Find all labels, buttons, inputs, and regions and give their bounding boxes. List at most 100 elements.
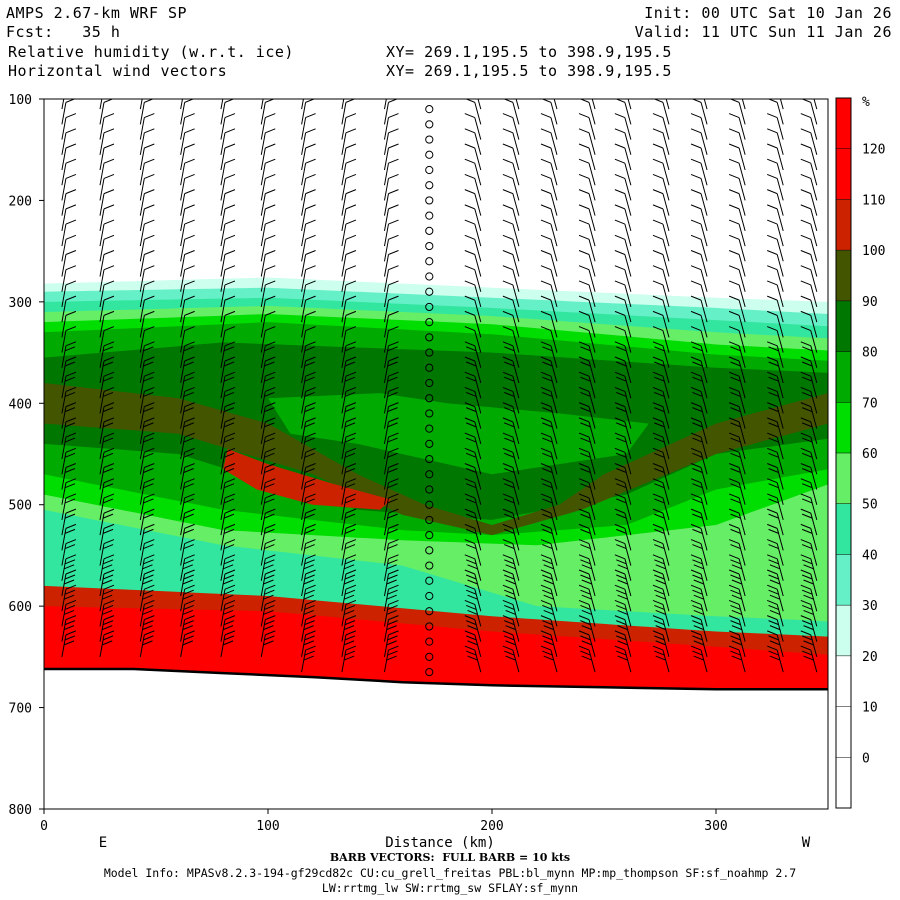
barb-shaft [512, 208, 520, 231]
barb-flag [690, 447, 702, 453]
barb-shaft [738, 269, 746, 292]
barb-flag [652, 250, 664, 255]
barb-shaft [700, 406, 708, 429]
barb-shaft [61, 102, 67, 125]
barb-shaft [260, 269, 266, 292]
barb-shaft [588, 452, 596, 475]
barb-flag [388, 630, 399, 636]
barb-flag [64, 376, 76, 382]
barb-shaft [588, 239, 596, 262]
barb-flag [102, 483, 114, 489]
barb-shaft [662, 513, 670, 536]
barb-flag [184, 143, 195, 149]
barb-flag [540, 356, 552, 362]
barb-flag [767, 584, 778, 590]
barb-flag [224, 402, 236, 408]
barb-flag [616, 391, 627, 397]
barb-flag [578, 554, 590, 560]
barb-shaft [220, 497, 226, 521]
barb-shaft [383, 497, 389, 521]
barb-flag [616, 346, 627, 352]
barb-flag [768, 376, 779, 382]
barb-shaft [474, 558, 482, 581]
barb-flag [654, 528, 665, 534]
barb-flag [345, 599, 357, 605]
barb-flag [265, 204, 276, 210]
barb-flag [502, 280, 514, 286]
barb-flag [614, 630, 626, 636]
barb-shaft [99, 315, 105, 338]
barb-flag [540, 189, 552, 195]
barb-flag [388, 173, 399, 179]
barb-flag [728, 341, 740, 347]
barb-shaft [260, 178, 266, 201]
barb-flag [223, 361, 235, 367]
barb-shaft [99, 406, 105, 429]
barb-flag [143, 574, 154, 580]
barb-shaft [700, 497, 708, 521]
barb-shaft [474, 391, 482, 414]
barb-flag [542, 589, 553, 595]
barb-shaft [220, 239, 226, 262]
barb-shaft [139, 543, 145, 566]
barb-flag [183, 483, 194, 489]
barb-flag [184, 569, 195, 575]
barb-flag [502, 554, 514, 560]
barb-flag [387, 437, 398, 443]
barb-shaft [624, 482, 632, 505]
barb-flag [387, 650, 398, 656]
barb-flag [800, 478, 811, 484]
barb-flag [692, 452, 703, 458]
barb-flag [540, 280, 552, 286]
barb-flag [305, 143, 316, 149]
barb-flag [65, 584, 77, 590]
barb-flag [614, 599, 626, 605]
barb-shaft [301, 360, 307, 384]
barb-flag [304, 346, 315, 352]
barb-flag [223, 391, 235, 397]
barb-shaft [260, 132, 266, 155]
barb-shaft [180, 497, 186, 521]
barb-flag [464, 554, 475, 560]
barb-flag [224, 189, 236, 195]
barb-shaft [810, 482, 818, 505]
barb-shaft [550, 573, 558, 597]
barb-shaft [301, 421, 307, 444]
barb-flag [464, 158, 475, 164]
barb-shaft [588, 634, 596, 657]
barb-flag [692, 589, 703, 595]
barb-flag [304, 544, 315, 550]
barb-shaft [550, 300, 558, 323]
barb-flag [690, 128, 702, 134]
barb-shaft [301, 345, 307, 368]
barb-shaft [474, 254, 482, 277]
barb-flag [224, 371, 236, 377]
barb-flag [387, 376, 398, 382]
barb-flag [224, 463, 236, 468]
barb-flag [581, 609, 592, 615]
barb-shaft [139, 528, 145, 551]
barb-flag [184, 158, 195, 164]
barb-flag [540, 158, 552, 164]
barb-flag [767, 402, 778, 408]
barb-flag [504, 498, 515, 504]
barb-shaft [591, 99, 596, 110]
barb-flag [767, 113, 778, 119]
barb-flag [387, 620, 398, 626]
barb-shaft [341, 132, 347, 155]
barb-shaft [738, 604, 746, 627]
barb-flag [691, 83, 701, 87]
barb-flag [344, 574, 356, 580]
barb-flag [143, 391, 154, 397]
barb-shaft [341, 315, 347, 338]
barb-flag [388, 402, 399, 408]
barb-shaft [662, 391, 670, 414]
barb-flag [654, 452, 665, 458]
barb-shaft [738, 360, 746, 384]
barb-flag [101, 564, 113, 570]
barb-flag [578, 599, 590, 605]
barb-flag [388, 371, 399, 377]
barb-flag [690, 432, 702, 438]
barb-shaft [662, 589, 670, 612]
barb-flag [690, 417, 702, 423]
